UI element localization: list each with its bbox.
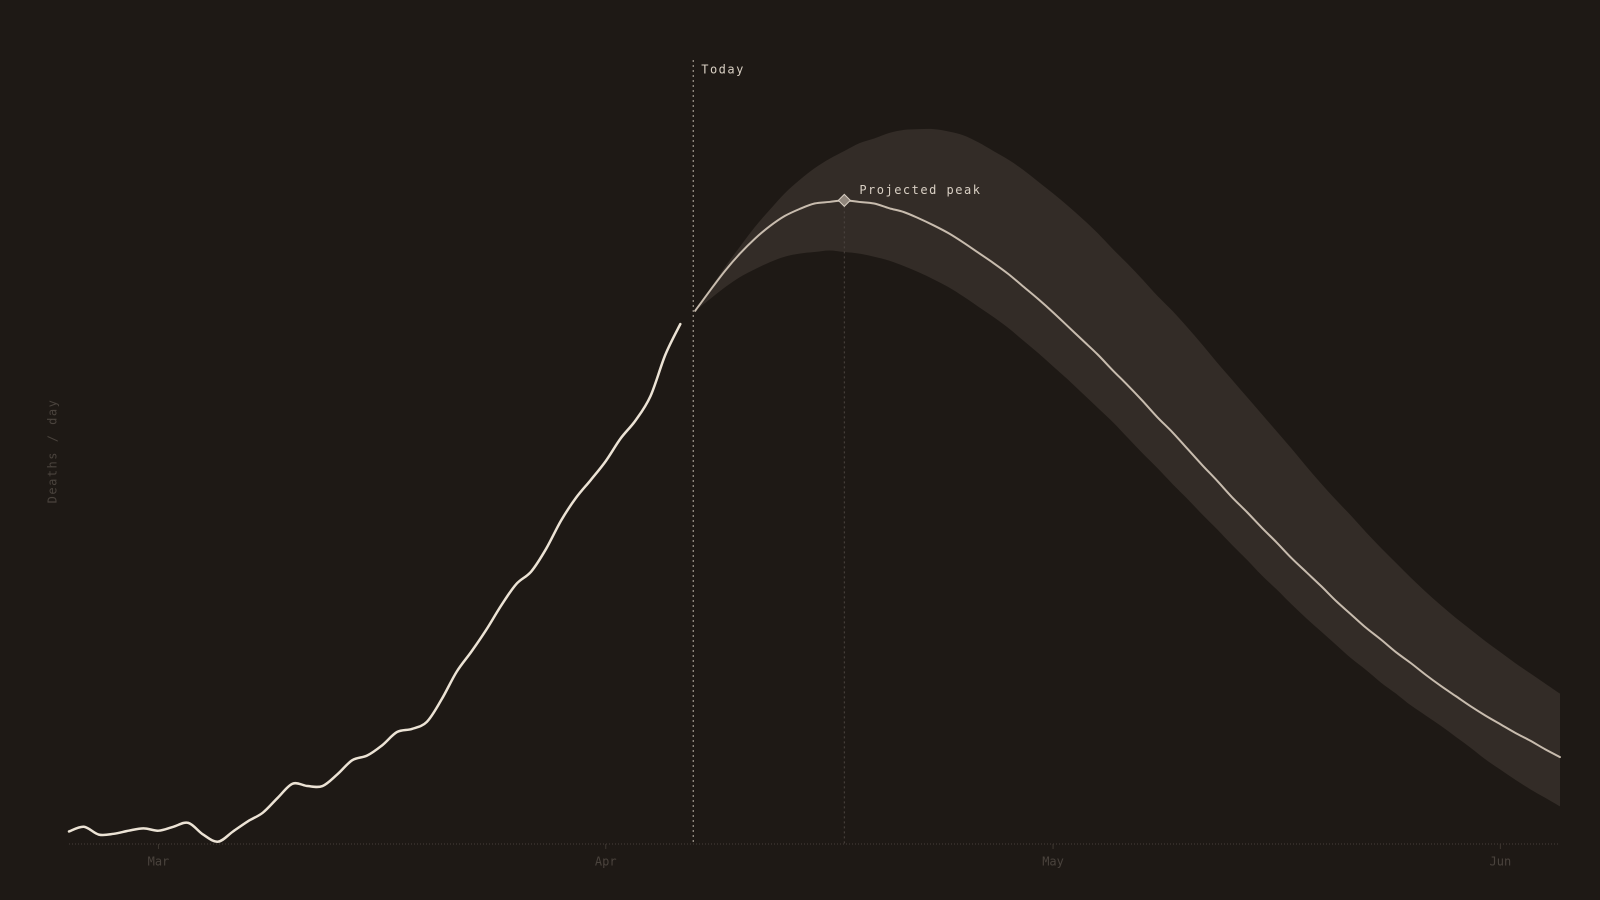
y-axis-label: Deaths / day: [46, 399, 60, 504]
series-line: [67, 322, 682, 843]
peak-label: Projected peak: [859, 183, 981, 197]
peak-marker: [837, 193, 852, 208]
confidence-band: [695, 128, 1560, 807]
x-tick-label: Jun: [1490, 855, 1512, 869]
x-tick-label: Mar: [148, 855, 170, 869]
x-tick-label: May: [1042, 855, 1064, 869]
today-label: Today: [701, 63, 745, 77]
x-tick-label: Apr: [595, 855, 617, 869]
